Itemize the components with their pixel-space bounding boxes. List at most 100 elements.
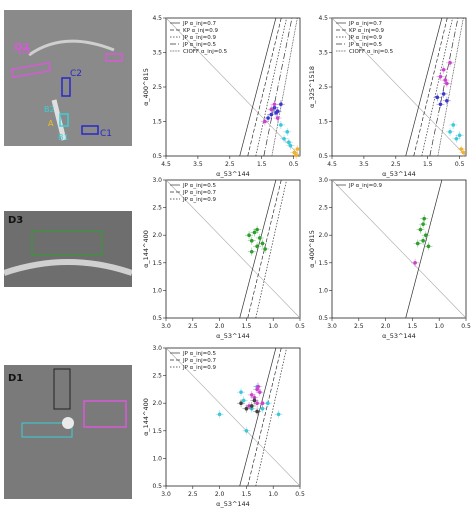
model-line: [255, 347, 287, 487]
legend-entry: JP α_inj=0.9: [348, 35, 382, 41]
plot-frame: [165, 179, 301, 319]
image-d2: D2 C2 B2 A B1 C1: [4, 10, 132, 146]
legend-entry: CIOFF α_inj=0.5: [183, 49, 228, 55]
y-tick-label: 2.5: [318, 84, 328, 91]
data-point: [252, 230, 257, 235]
y-tick-label: 3.5: [318, 50, 328, 57]
data-point: [282, 136, 286, 141]
x-tick-label: 2.5: [354, 323, 364, 330]
y-axis-label: α_144^400: [142, 398, 150, 436]
model-line: [255, 17, 287, 157]
data-point: [295, 147, 300, 151]
image-d1: [4, 365, 132, 499]
data-point: [247, 233, 251, 237]
legend-entry: JP α_inj=0.5: [182, 42, 216, 48]
y-tick-label: 0.5: [318, 315, 328, 322]
data-point: [292, 150, 297, 155]
data-point: [276, 412, 281, 417]
plot-frame: [331, 179, 467, 319]
x-tick-label: 2.0: [215, 491, 225, 498]
image-d3: D3: [4, 211, 132, 287]
data-point: [457, 133, 462, 138]
x-axis-label: α_53^144: [216, 170, 250, 178]
x-tick-label: 4.5: [161, 161, 171, 168]
x-tick-label: 3.5: [359, 161, 369, 168]
data-point: [422, 216, 426, 221]
image-label: D2: [14, 42, 30, 53]
data-point: [255, 244, 259, 249]
x-tick-label: 3.0: [327, 323, 337, 330]
data-point: [441, 67, 446, 72]
y-tick-label: 1.5: [318, 260, 328, 267]
legend-entry: JP α_inj=0.5: [182, 351, 216, 357]
data-point: [263, 247, 267, 251]
y-tick-label: 1.5: [152, 260, 162, 267]
data-point: [279, 123, 283, 127]
model-line: [239, 17, 277, 157]
model-line: [247, 347, 282, 487]
image-d3-overlay: D3: [4, 211, 132, 287]
legend-entry: JP α_inj=0.9: [348, 183, 382, 189]
data-point: [249, 404, 254, 408]
data-point: [244, 429, 249, 433]
data-point: [269, 112, 274, 117]
legend-entry: KP α_inj=0.9: [349, 28, 384, 34]
data-point: [448, 130, 452, 134]
legend-entry: JP α_inj=0.7: [348, 21, 382, 27]
y-tick-label: 2.5: [318, 205, 328, 212]
data-point: [249, 393, 254, 397]
x-tick-label: 1.5: [408, 323, 418, 330]
model-line: [247, 17, 282, 157]
data-point: [443, 78, 448, 82]
data-point: [260, 406, 265, 411]
y-tick-label: 4.5: [152, 15, 162, 22]
legend-entry: JP α_inj=0.5: [182, 183, 216, 189]
x-tick-label: 1.0: [268, 323, 278, 330]
x-tick-label: 1.5: [257, 161, 267, 168]
x-tick-label: 1.5: [242, 323, 252, 330]
data-point: [454, 136, 459, 141]
y-tick-label: 0.5: [152, 153, 162, 160]
y-tick-label: 2.0: [152, 400, 162, 407]
region-label: A: [48, 119, 54, 128]
data-point: [244, 406, 249, 411]
data-point: [279, 102, 283, 107]
x-axis-label: α_53^144: [216, 500, 250, 508]
data-point: [256, 384, 260, 389]
x-tick-label: 1.0: [268, 491, 278, 498]
data-point: [239, 401, 243, 405]
data-point: [263, 119, 267, 124]
data-point: [258, 236, 262, 240]
model-line: [413, 17, 448, 157]
x-axis-label: α_53^144: [382, 170, 416, 178]
x-axis-label: α_53^144: [382, 332, 416, 340]
region-label: C2: [70, 69, 82, 79]
x-tick-label: 3.0: [161, 491, 171, 498]
y-tick-label: 0.5: [152, 315, 162, 322]
diagonal-line: [331, 179, 467, 319]
model-line: [421, 17, 453, 157]
model-line: [405, 17, 443, 157]
x-tick-label: 1.5: [423, 161, 433, 168]
y-tick-label: 1.0: [152, 455, 162, 462]
plot-panel: 3.0 2.5 2.0 1.5 1.0 0.5 0.5 1.0 1.5 2.0 2.5 3.0 α_53…: [308, 177, 471, 340]
data-point: [266, 401, 270, 405]
data-point: [249, 249, 254, 254]
data-point: [255, 227, 259, 232]
y-tick-label: 2.0: [318, 232, 328, 239]
legend-entry: JP α_inj=0.9: [182, 197, 216, 203]
data-point: [274, 111, 278, 115]
data-point: [255, 409, 259, 414]
model-line: [239, 179, 277, 319]
data-point: [288, 143, 293, 148]
diagonal-line: [165, 17, 301, 157]
x-tick-label: 1.0: [434, 323, 444, 330]
model-line: [239, 347, 277, 487]
data-point: [421, 238, 425, 243]
data-point: [415, 241, 420, 246]
y-tick-label: 2.5: [152, 84, 162, 91]
data-point: [287, 140, 291, 144]
data-point: [413, 261, 417, 265]
plot-panel: 3.0 2.5 2.0 1.5 1.0 0.5 0.5 1.0 1.5 2.0 2.5 3.0 α_53…: [142, 177, 305, 340]
data-point: [266, 116, 270, 120]
